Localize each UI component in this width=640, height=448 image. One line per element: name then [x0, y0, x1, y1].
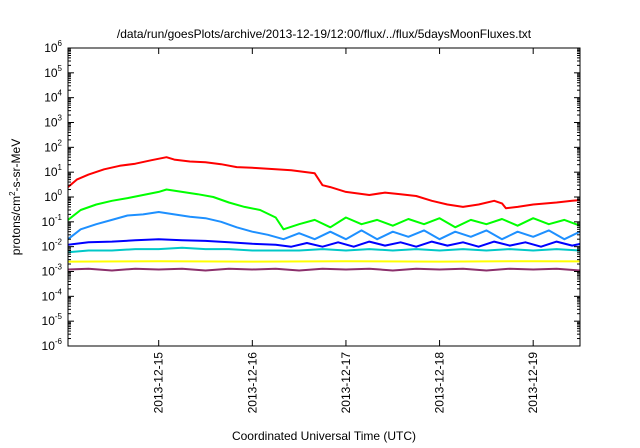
- series-line-2: [68, 188, 580, 231]
- x-axis: 2013-12-15 2013-12-16 2013-12-17 2013-12-18…: [152, 48, 540, 413]
- series-line-6: [68, 260, 580, 263]
- x-tick-label: 2013-12-15: [152, 352, 166, 414]
- series-line-3: [68, 211, 580, 241]
- x-axis-label: Coordinated Universal Time (UTC): [232, 429, 416, 443]
- plot-frame: [67, 47, 581, 347]
- series-line-7: [68, 267, 580, 272]
- y-tick-label: 10-5: [42, 312, 63, 328]
- y-tick-label: 10-4: [42, 287, 63, 303]
- series-line-5: [68, 246, 580, 254]
- y-axis: 106 105 104 103 102 101 100 10-1 10-2 10-3 10-4 10-…: [42, 39, 580, 353]
- y-tick-label: 100: [44, 188, 62, 204]
- y-tick-label: 103: [44, 114, 62, 130]
- y-tick-label: 101: [44, 163, 62, 179]
- x-tick-label: 2013-12-19: [526, 352, 540, 414]
- y-tick-label: 10-2: [42, 238, 63, 254]
- x-tick-label: 2013-12-18: [433, 352, 447, 414]
- x-tick-label: 2013-12-16: [245, 352, 259, 414]
- y-axis-label: protons/cm2-s-sr-MeV: [8, 139, 23, 255]
- chart-title: /data/run/goesPlots/archive/2013-12-19/1…: [117, 27, 532, 41]
- y-tick-label: 105: [44, 64, 62, 80]
- series-line-1: [68, 156, 580, 210]
- y-tick-label: 10-3: [42, 263, 63, 279]
- y-tick-label: 106: [44, 39, 62, 55]
- y-tick-label: 102: [44, 138, 62, 154]
- y-tick-label: 104: [44, 89, 62, 105]
- y-tick-label: 10-1: [42, 213, 63, 229]
- y-tick-label: 10-6: [42, 337, 63, 353]
- series-layer: [68, 156, 580, 272]
- x-tick-label: 2013-12-17: [339, 352, 353, 414]
- series-line-4: [68, 238, 580, 248]
